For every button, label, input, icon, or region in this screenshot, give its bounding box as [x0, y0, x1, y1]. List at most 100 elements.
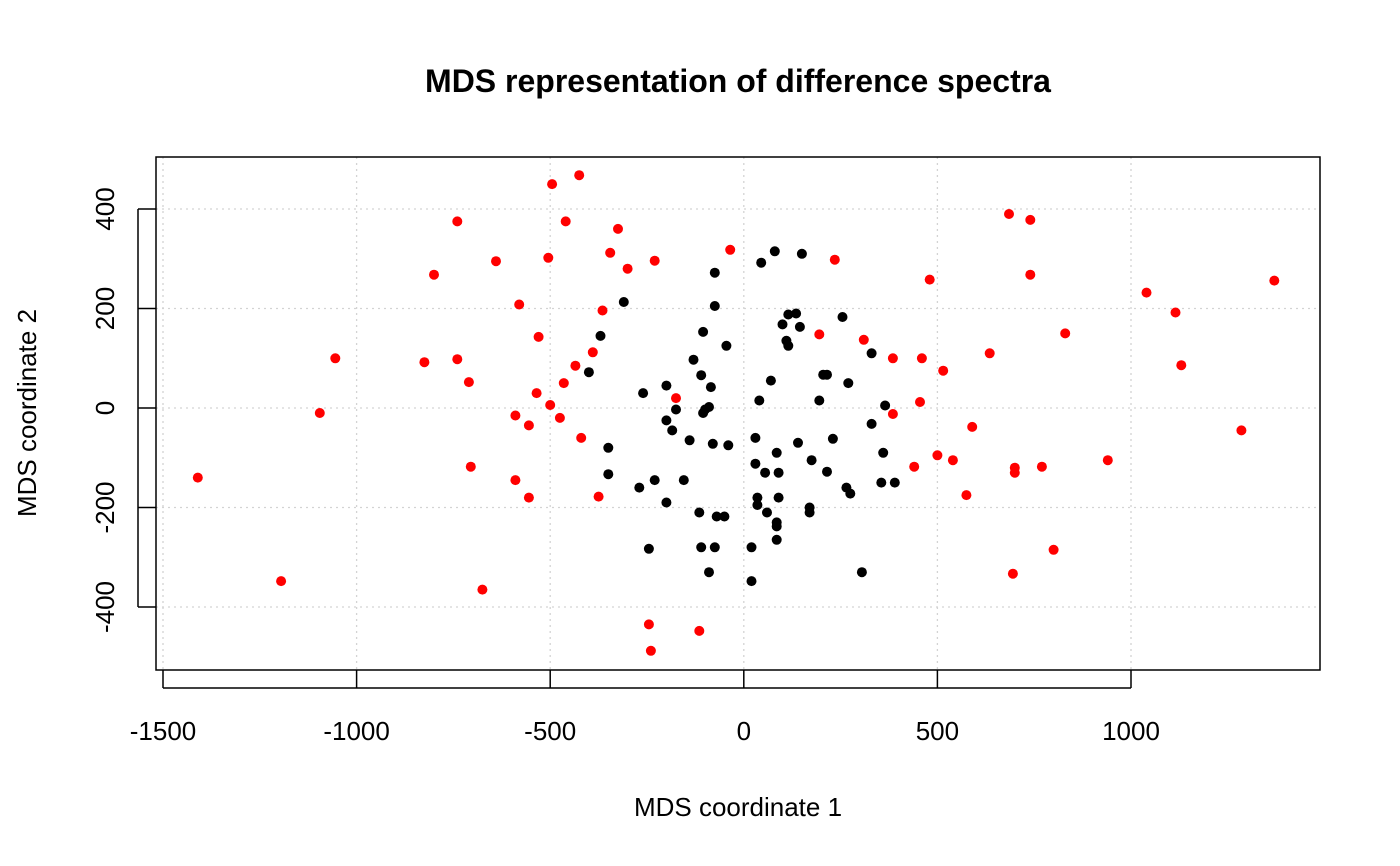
red-point [858, 334, 869, 345]
black-point [771, 447, 782, 458]
black-point [771, 521, 782, 532]
x-tick-label: 1000 [1102, 716, 1160, 746]
black-point [856, 567, 867, 578]
red-point [574, 170, 585, 181]
y-tick-label: 0 [90, 401, 120, 415]
data-points [192, 170, 1280, 656]
red-point [593, 491, 604, 502]
x-axis-label: MDS coordinate 1 [634, 792, 842, 822]
black-point [698, 408, 709, 418]
black-point [671, 404, 681, 415]
red-point [725, 244, 736, 255]
red-point [587, 347, 598, 358]
black-point [783, 309, 794, 320]
red-point [429, 269, 439, 280]
red-point [510, 410, 521, 421]
red-point [947, 455, 958, 466]
y-tick-label: 400 [90, 187, 120, 230]
red-point [314, 408, 325, 418]
black-point [603, 442, 614, 453]
black-point [684, 435, 695, 446]
black-point [750, 458, 761, 469]
black-point [866, 418, 877, 429]
red-point [533, 331, 544, 342]
y-axis: -400 -200 0 200 400 [90, 187, 156, 633]
red-point [465, 461, 476, 472]
black-point [723, 440, 734, 451]
red-point [1170, 307, 1181, 318]
red-point [622, 263, 633, 274]
black-point [709, 542, 720, 553]
black-point [595, 330, 606, 341]
black-point [707, 438, 718, 449]
red-point [909, 461, 920, 472]
x-tick-label: 0 [737, 716, 751, 746]
black-point [667, 425, 678, 436]
red-point [1025, 269, 1036, 280]
black-point [866, 348, 877, 359]
red-point [419, 357, 430, 368]
x-tick-label: -500 [524, 716, 576, 746]
red-point [1176, 360, 1187, 371]
black-point [822, 466, 832, 477]
black-point [750, 432, 761, 443]
black-point [845, 488, 856, 499]
red-point [916, 353, 927, 364]
black-point [696, 542, 707, 553]
black-point [705, 382, 716, 393]
x-tick-label: -1000 [323, 716, 390, 746]
black-point [709, 267, 720, 278]
black-point [583, 367, 594, 378]
red-point [452, 216, 463, 227]
black-point [878, 447, 889, 458]
black-point [746, 576, 757, 587]
black-point [827, 433, 838, 444]
black-point [661, 497, 672, 508]
x-axis: -1500 -1000 -500 0 500 1000 [130, 670, 1160, 746]
black-point [806, 455, 817, 466]
black-point [704, 567, 714, 578]
red-point [554, 412, 565, 423]
red-point [967, 421, 978, 432]
red-point [1236, 425, 1247, 436]
black-point [746, 542, 757, 553]
y-tick-label: 200 [90, 287, 120, 330]
chart-title: MDS representation of difference spectra [425, 63, 1051, 99]
red-point [452, 354, 463, 365]
red-point [1025, 214, 1036, 225]
red-point [984, 348, 995, 359]
black-point [688, 354, 699, 365]
y-tick-label: -200 [90, 481, 120, 533]
black-point [771, 534, 782, 545]
red-point [558, 378, 569, 389]
black-point [661, 380, 672, 391]
red-point [576, 432, 587, 443]
black-point [760, 467, 771, 478]
black-point [719, 511, 730, 522]
red-point [961, 490, 972, 501]
black-point [889, 477, 900, 488]
red-point [887, 409, 898, 419]
red-point [463, 377, 474, 388]
black-point [804, 507, 815, 518]
red-point [1269, 275, 1280, 286]
black-point [698, 326, 709, 337]
black-point [618, 297, 629, 307]
red-point [1102, 455, 1113, 466]
black-point [638, 388, 649, 399]
red-point [330, 353, 341, 364]
red-point [510, 475, 521, 486]
black-point [649, 475, 660, 486]
grid [156, 157, 1320, 670]
red-point [570, 360, 581, 371]
black-point [694, 507, 705, 518]
x-tick-label: 500 [916, 716, 959, 746]
black-point [794, 321, 805, 332]
black-point [769, 246, 780, 257]
red-point [643, 619, 654, 630]
black-point [711, 511, 722, 522]
red-point [915, 397, 925, 407]
red-point [671, 393, 681, 404]
black-point [814, 395, 825, 406]
